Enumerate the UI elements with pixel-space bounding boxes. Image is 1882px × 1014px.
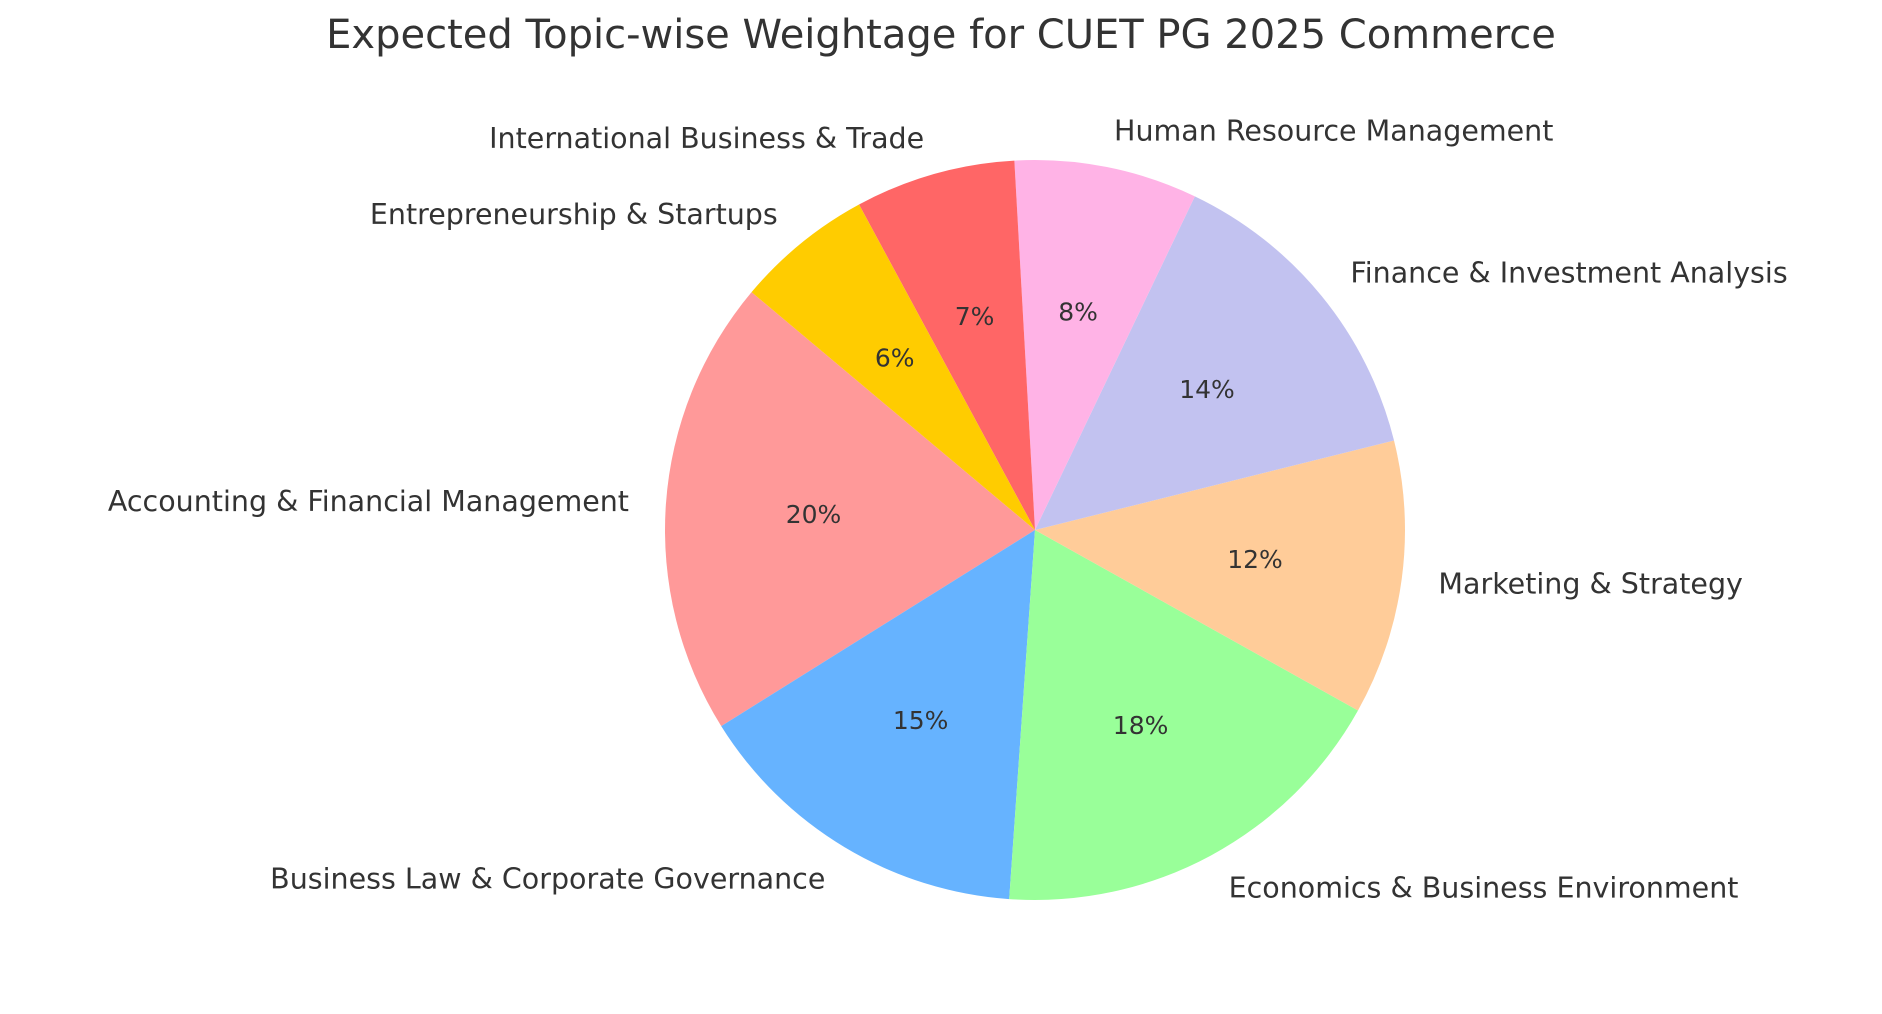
pct-label-human-resource-management: 8% bbox=[1058, 298, 1098, 327]
pct-label-international-business-and-trade: 7% bbox=[955, 302, 995, 331]
category-label-finance-and-investment-analysis: Finance & Investment Analysis bbox=[1350, 256, 1787, 289]
category-label-marketing-and-strategy: Marketing & Strategy bbox=[1438, 567, 1743, 600]
pct-label-economics-and-business-environment: 18% bbox=[1113, 711, 1169, 740]
category-label-human-resource-management: Human Resource Management bbox=[1114, 114, 1553, 147]
pie-slice-marketing-and-strategy bbox=[1035, 440, 1405, 711]
pct-label-finance-and-investment-analysis: 14% bbox=[1179, 375, 1235, 404]
category-label-entrepreneurship-and-startups: Entrepreneurship & Startups bbox=[370, 198, 778, 231]
category-label-international-business-and-trade: International Business & Trade bbox=[489, 122, 924, 155]
pie-slice-finance-and-investment-analysis bbox=[1035, 196, 1395, 530]
pie-slice-international-business-and-trade bbox=[859, 160, 1035, 531]
pie-slice-economics-and-business-environment bbox=[1009, 530, 1358, 900]
pct-label-entrepreneurship-and-startups: 6% bbox=[875, 343, 915, 372]
pct-label-business-law-and-corporate-governance: 15% bbox=[893, 706, 949, 735]
pie-slice-entrepreneurship-and-startups bbox=[751, 204, 1035, 530]
category-label-economics-and-business-environment: Economics & Business Environment bbox=[1229, 872, 1739, 905]
category-label-accounting-and-financial-management: Accounting & Financial Management bbox=[108, 485, 629, 518]
chart-title: Expected Topic-wise Weightage for CUET P… bbox=[326, 12, 1556, 58]
pct-label-marketing-and-strategy: 12% bbox=[1227, 545, 1283, 574]
pie-slices bbox=[664, 160, 1405, 900]
pie-slice-accounting-and-financial-management bbox=[664, 292, 1035, 727]
pie-slice-human-resource-management bbox=[1014, 160, 1195, 530]
pie-labels: 20% Accounting & Financial Management 15% B… bbox=[108, 114, 1788, 904]
pie-slice-business-law-and-corporate-governance bbox=[721, 530, 1035, 900]
category-label-business-law-and-corporate-governance: Business Law & Corporate Governance bbox=[270, 862, 825, 895]
pct-label-accounting-and-financial-management: 20% bbox=[786, 500, 842, 529]
